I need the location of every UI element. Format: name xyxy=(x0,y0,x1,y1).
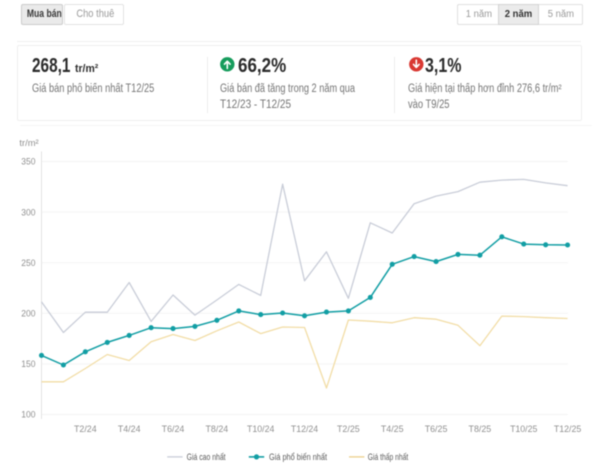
svg-text:100: 100 xyxy=(21,410,35,420)
svg-text:T4/25: T4/25 xyxy=(381,424,404,434)
svg-text:T8/25: T8/25 xyxy=(469,424,492,434)
svg-text:Giá phổ biến nhất: Giá phổ biến nhất xyxy=(269,452,327,462)
svg-text:Giá cao nhất: Giá cao nhất xyxy=(187,452,226,462)
svg-text:200: 200 xyxy=(21,309,35,319)
svg-text:T2/25: T2/25 xyxy=(337,424,360,434)
svg-text:T2/24: T2/24 xyxy=(74,424,97,434)
svg-text:T12/25: T12/25 xyxy=(554,424,581,434)
svg-text:T8/24: T8/24 xyxy=(206,424,229,434)
svg-text:T4/24: T4/24 xyxy=(118,424,141,434)
svg-text:T12/24: T12/24 xyxy=(291,424,318,434)
svg-text:300: 300 xyxy=(21,207,35,217)
svg-text:T10/24: T10/24 xyxy=(247,424,274,434)
svg-text:Giá thấp nhất: Giá thấp nhất xyxy=(368,452,409,462)
svg-text:T6/25: T6/25 xyxy=(425,424,448,434)
svg-text:T6/24: T6/24 xyxy=(162,424,185,434)
svg-text:tr/m²: tr/m² xyxy=(19,138,38,149)
svg-text:150: 150 xyxy=(21,359,35,369)
svg-text:350: 350 xyxy=(21,157,35,167)
svg-text:250: 250 xyxy=(21,258,35,268)
svg-text:T10/25: T10/25 xyxy=(510,424,537,434)
